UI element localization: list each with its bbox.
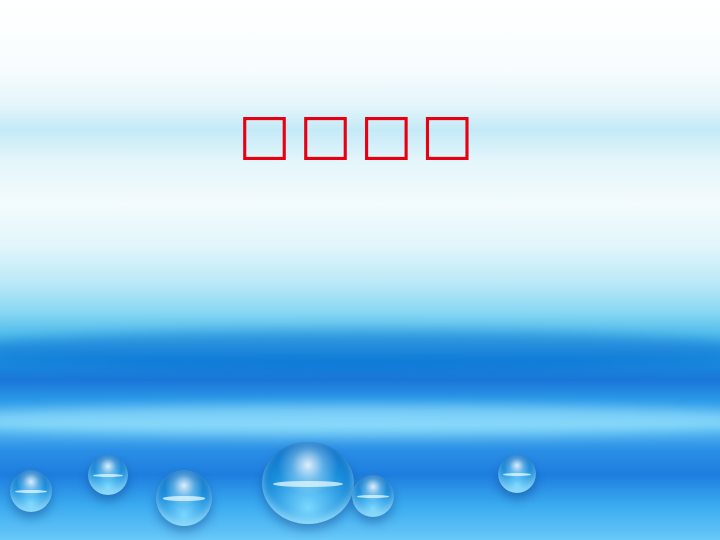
water-drop <box>352 475 394 517</box>
light-streak <box>0 330 720 370</box>
light-streak <box>0 405 720 435</box>
slide-title: □□□□ <box>238 102 482 167</box>
water-drop <box>88 455 128 495</box>
water-drop <box>262 442 354 524</box>
water-drop <box>10 470 52 512</box>
water-drop <box>156 470 212 526</box>
water-drop <box>498 455 536 493</box>
